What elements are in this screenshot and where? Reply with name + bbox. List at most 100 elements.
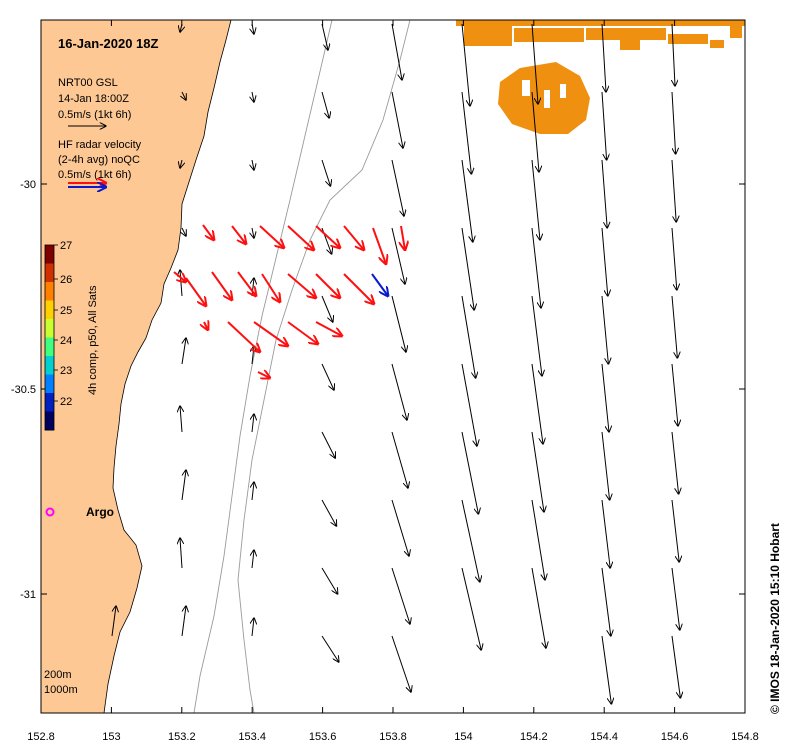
model-arrow (531, 23, 538, 104)
model-arrow (252, 227, 254, 238)
colorbar-frame (44, 244, 55, 431)
radar-arrow (231, 225, 246, 244)
radar-arrow (185, 277, 206, 306)
colorbar-cell (45, 374, 54, 394)
x-tick-label: 152.8 (27, 731, 55, 743)
model-arrow (672, 23, 675, 86)
model-arrow (252, 91, 254, 102)
model-arrow (601, 295, 608, 364)
legend-model-line2: 14-Jan 18:00Z (58, 93, 129, 105)
model-arrow (321, 91, 329, 118)
colorbar-tick-label: 22 (60, 396, 72, 408)
x-tick-label: 153.8 (379, 731, 407, 743)
hf-radar-arrows (173, 224, 405, 378)
model-arrow (671, 159, 676, 222)
model-arrow (252, 482, 254, 501)
radar-arrow (211, 271, 232, 300)
model-arrow (531, 159, 540, 240)
model-arrow (391, 91, 403, 148)
radar-arrow (343, 273, 374, 304)
x-tick-label: 153 (102, 731, 120, 743)
sst-patches (456, 20, 745, 134)
radar-arrow (257, 372, 270, 378)
legend-model-line1: NRT00 GSL (58, 77, 118, 89)
colorbar-label: 4h comp, p50, All Sats (87, 285, 99, 395)
model-arrow (182, 227, 186, 236)
model-arrow (671, 363, 678, 426)
model-arrow (671, 295, 677, 358)
legend-radar-line1: HF radar velocity (58, 139, 142, 151)
model-arrow (180, 406, 182, 433)
radar-arrow-blue (371, 273, 388, 296)
model-arrow (321, 159, 330, 186)
colorbar-tick-label: 24 (60, 335, 72, 347)
x-axis-labels: 152.8 153 153.2 153.4 153.6 153.8 154 154.2 154.… (27, 731, 759, 743)
model-arrow (321, 363, 334, 390)
model-arrow (180, 23, 182, 32)
radar-arrow (315, 321, 342, 336)
model-arrow (671, 227, 677, 290)
radar-arrow (173, 271, 186, 282)
model-arrow (321, 635, 339, 662)
legend-radar-line2: (2-4h avg) noQC (58, 154, 140, 166)
model-arrow (181, 470, 186, 501)
radar-arrow (343, 225, 364, 250)
model-arrow (180, 159, 182, 168)
radar-arrow (202, 224, 214, 240)
model-arrow (671, 431, 679, 494)
model-arrow (601, 23, 606, 92)
model-arrow (391, 499, 409, 556)
model-arrow (181, 606, 186, 637)
colorbar-cell (45, 300, 54, 320)
model-arrow (391, 227, 405, 284)
model-arrow (252, 159, 254, 170)
model-arrow (601, 227, 608, 296)
model-arrow (180, 538, 182, 569)
argo-float-marker (45, 507, 55, 517)
model-arrow (671, 635, 680, 698)
legend-radar-scale: 0.5m/s (1kt 6h) (58, 169, 131, 181)
x-tick-label: 154 (454, 731, 472, 743)
model-arrow (461, 91, 471, 174)
model-arrow (321, 431, 335, 458)
model-arrow (671, 91, 676, 154)
model-arrow (601, 431, 610, 500)
model-arrow (181, 338, 186, 365)
model-arrow (601, 567, 611, 636)
model-arrow (601, 363, 609, 432)
x-tick-label: 153.2 (168, 731, 196, 743)
date-title: 16-Jan-2020 18Z (58, 36, 159, 51)
radar-arrow (259, 225, 284, 248)
model-arrow (321, 295, 333, 322)
model-arrow (391, 23, 402, 80)
model-arrow (461, 159, 473, 242)
model-current-arrows (111, 23, 680, 704)
model-arrow (321, 499, 336, 526)
imos-credit: © IMOS 18-Jan-2020 15:10 Hobart (768, 523, 782, 714)
model-arrow (321, 567, 338, 594)
model-arrow (461, 499, 480, 582)
colorbar-cell (45, 282, 54, 301)
colorbar-cell (45, 411, 54, 431)
model-arrow (391, 159, 404, 216)
radar-arrow (227, 321, 260, 352)
y-axis-labels: -30 -30.5 -31 (11, 179, 36, 601)
isobath-1000m (237, 20, 411, 713)
colorbar (45, 245, 54, 431)
model-arrow (461, 227, 474, 310)
model-arrow (461, 23, 470, 106)
colorbar-cell (45, 337, 54, 357)
model-arrow (391, 431, 408, 488)
radar-arrow (372, 227, 386, 264)
colorbar-tick-label: 23 (60, 365, 72, 377)
coastline-land (41, 20, 232, 713)
model-arrow (461, 295, 476, 378)
model-arrow (601, 91, 607, 160)
y-tick-label: -30 (20, 179, 36, 191)
model-arrow (531, 295, 542, 376)
colorbar-cell (45, 356, 54, 375)
model-arrow (601, 499, 610, 568)
colorbar-tick-label: 27 (60, 240, 72, 252)
radar-arrow (253, 321, 288, 346)
y-tick-label: -31 (20, 589, 36, 601)
